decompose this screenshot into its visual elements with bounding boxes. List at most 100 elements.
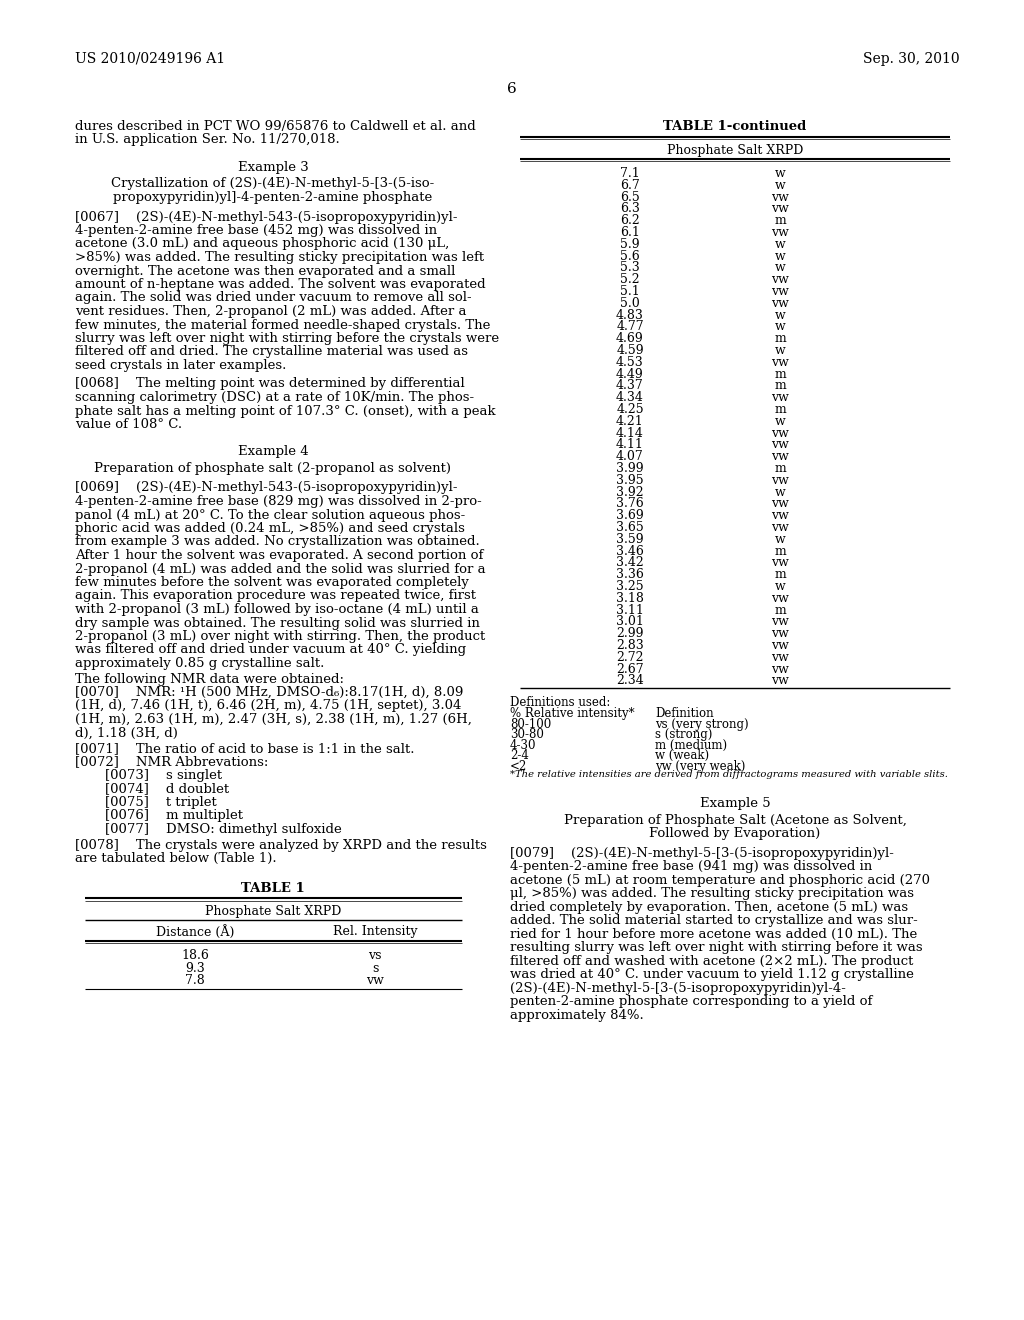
- Text: w (weak): w (weak): [655, 750, 710, 762]
- Text: 5.9: 5.9: [621, 238, 640, 251]
- Text: <2: <2: [510, 760, 527, 772]
- Text: μl, >85%) was added. The resulting sticky precipitation was: μl, >85%) was added. The resulting stick…: [510, 887, 914, 900]
- Text: 6.2: 6.2: [621, 214, 640, 227]
- Text: Example 5: Example 5: [699, 797, 770, 810]
- Text: 4.21: 4.21: [616, 414, 644, 428]
- Text: slurry was left over night with stirring before the crystals were: slurry was left over night with stirring…: [75, 333, 499, 345]
- Text: 3.36: 3.36: [616, 568, 644, 581]
- Text: are tabulated below (Table 1).: are tabulated below (Table 1).: [75, 851, 276, 865]
- Text: Definitions used:: Definitions used:: [510, 696, 610, 709]
- Text: 2-propanol (4 mL) was added and the solid was slurried for a: 2-propanol (4 mL) was added and the soli…: [75, 562, 485, 576]
- Text: vw: vw: [771, 202, 788, 215]
- Text: 6.3: 6.3: [621, 202, 640, 215]
- Text: % Relative intensity*: % Relative intensity*: [510, 708, 635, 721]
- Text: m (medium): m (medium): [655, 739, 727, 751]
- Text: m: m: [774, 568, 785, 581]
- Text: vw: vw: [771, 663, 788, 676]
- Text: with 2-propanol (3 mL) followed by iso-octane (4 mL) until a: with 2-propanol (3 mL) followed by iso-o…: [75, 603, 479, 616]
- Text: [0079]    (2S)-(4E)-N-methyl-5-[3-(5-isopropoxypyridin)yl-: [0079] (2S)-(4E)-N-methyl-5-[3-(5-isopro…: [510, 846, 894, 859]
- Text: Distance (Å): Distance (Å): [156, 925, 234, 939]
- Text: filtered off and washed with acetone (2×2 mL). The product: filtered off and washed with acetone (2×…: [510, 954, 913, 968]
- Text: 6: 6: [507, 82, 517, 96]
- Text: 18.6: 18.6: [181, 949, 209, 962]
- Text: (1H, m), 2.63 (1H, m), 2.47 (3H, s), 2.38 (1H, m), 1.27 (6H,: (1H, m), 2.63 (1H, m), 2.47 (3H, s), 2.3…: [75, 713, 472, 726]
- Text: US 2010/0249196 A1: US 2010/0249196 A1: [75, 51, 225, 66]
- Text: [0071]    The ratio of acid to base is 1:1 in the salt.: [0071] The ratio of acid to base is 1:1 …: [75, 742, 415, 755]
- Text: 4.59: 4.59: [616, 345, 644, 356]
- Text: 3.99: 3.99: [616, 462, 644, 475]
- Text: 2-4: 2-4: [510, 750, 528, 762]
- Text: vw: vw: [771, 591, 788, 605]
- Text: overnight. The acetone was then evaporated and a small: overnight. The acetone was then evaporat…: [75, 264, 456, 277]
- Text: vs: vs: [369, 949, 382, 962]
- Text: 9.3: 9.3: [185, 961, 205, 974]
- Text: from example 3 was added. No crystallization was obtained.: from example 3 was added. No crystalliza…: [75, 536, 480, 549]
- Text: 30-80: 30-80: [510, 729, 544, 742]
- Text: vw (very weak): vw (very weak): [655, 760, 745, 772]
- Text: Phosphate Salt XRPD: Phosphate Salt XRPD: [205, 906, 341, 919]
- Text: m: m: [774, 545, 785, 557]
- Text: d), 1.18 (3H, d): d), 1.18 (3H, d): [75, 726, 178, 739]
- Text: was filtered off and dried under vacuum at 40° C. yielding: was filtered off and dried under vacuum …: [75, 644, 466, 656]
- Text: m: m: [774, 603, 785, 616]
- Text: Crystallization of (2S)-(4E)-N-methyl-5-[3-(5-iso-: Crystallization of (2S)-(4E)-N-methyl-5-…: [112, 177, 434, 190]
- Text: phoric acid was added (0.24 mL, >85%) and seed crystals: phoric acid was added (0.24 mL, >85%) an…: [75, 521, 465, 535]
- Text: value of 108° C.: value of 108° C.: [75, 418, 182, 432]
- Text: 3.65: 3.65: [616, 521, 644, 535]
- Text: TABLE 1-continued: TABLE 1-continued: [664, 120, 807, 133]
- Text: w: w: [774, 168, 785, 180]
- Text: again. The solid was dried under vacuum to remove all sol-: again. The solid was dried under vacuum …: [75, 292, 472, 305]
- Text: acetone (5 mL) at room temperature and phosphoric acid (270: acetone (5 mL) at room temperature and p…: [510, 874, 930, 887]
- Text: 3.42: 3.42: [616, 557, 644, 569]
- Text: 5.3: 5.3: [621, 261, 640, 275]
- Text: Sep. 30, 2010: Sep. 30, 2010: [863, 51, 961, 66]
- Text: 3.76: 3.76: [616, 498, 644, 511]
- Text: 7.8: 7.8: [185, 974, 205, 987]
- Text: vw: vw: [771, 438, 788, 451]
- Text: After 1 hour the solvent was evaporated. A second portion of: After 1 hour the solvent was evaporated.…: [75, 549, 483, 562]
- Text: Example 3: Example 3: [238, 161, 308, 174]
- Text: w: w: [774, 321, 785, 334]
- Text: amount of n-heptane was added. The solvent was evaporated: amount of n-heptane was added. The solve…: [75, 279, 485, 290]
- Text: 3.46: 3.46: [616, 545, 644, 557]
- Text: w: w: [774, 345, 785, 356]
- Text: Followed by Evaporation): Followed by Evaporation): [649, 828, 820, 841]
- Text: added. The solid material started to crystallize and was slur-: added. The solid material started to cry…: [510, 915, 918, 927]
- Text: approximately 84%.: approximately 84%.: [510, 1008, 644, 1022]
- Text: Preparation of phosphate salt (2-propanol as solvent): Preparation of phosphate salt (2-propano…: [94, 462, 452, 475]
- Text: [0075]    t triplet: [0075] t triplet: [105, 796, 217, 809]
- Text: m: m: [774, 403, 785, 416]
- Text: w: w: [774, 309, 785, 322]
- Text: w: w: [774, 533, 785, 545]
- Text: TABLE 1: TABLE 1: [241, 882, 305, 895]
- Text: seed crystals in later examples.: seed crystals in later examples.: [75, 359, 287, 372]
- Text: vent residues. Then, 2-propanol (2 mL) was added. After a: vent residues. Then, 2-propanol (2 mL) w…: [75, 305, 467, 318]
- Text: m: m: [774, 367, 785, 380]
- Text: 4.34: 4.34: [616, 391, 644, 404]
- Text: 4.25: 4.25: [616, 403, 644, 416]
- Text: (1H, d), 7.46 (1H, t), 6.46 (2H, m), 4.75 (1H, septet), 3.04: (1H, d), 7.46 (1H, t), 6.46 (2H, m), 4.7…: [75, 700, 462, 713]
- Text: [0074]    d doublet: [0074] d doublet: [105, 783, 229, 796]
- Text: vw: vw: [771, 474, 788, 487]
- Text: m: m: [774, 379, 785, 392]
- Text: few minutes, the material formed needle-shaped crystals. The: few minutes, the material formed needle-…: [75, 318, 490, 331]
- Text: 4.37: 4.37: [616, 379, 644, 392]
- Text: 4.53: 4.53: [616, 356, 644, 368]
- Text: Definition: Definition: [655, 708, 714, 721]
- Text: propoxypyridin)yl]-4-penten-2-amine phosphate: propoxypyridin)yl]-4-penten-2-amine phos…: [114, 191, 432, 205]
- Text: vw: vw: [771, 615, 788, 628]
- Text: vw: vw: [771, 450, 788, 463]
- Text: s (strong): s (strong): [655, 729, 713, 742]
- Text: vw: vw: [771, 391, 788, 404]
- Text: 4-30: 4-30: [510, 739, 537, 751]
- Text: >85%) was added. The resulting sticky precipitation was left: >85%) was added. The resulting sticky pr…: [75, 251, 484, 264]
- Text: [0078]    The crystals were analyzed by XRPD and the results: [0078] The crystals were analyzed by XRP…: [75, 838, 486, 851]
- Text: [0072]    NMR Abbrevations:: [0072] NMR Abbrevations:: [75, 755, 268, 768]
- Text: 6.5: 6.5: [621, 190, 640, 203]
- Text: 4-penten-2-amine free base (941 mg) was dissolved in: 4-penten-2-amine free base (941 mg) was …: [510, 861, 872, 874]
- Text: w: w: [774, 486, 785, 499]
- Text: vw: vw: [771, 557, 788, 569]
- Text: dures described in PCT WO 99/65876 to Caldwell et al. and: dures described in PCT WO 99/65876 to Ca…: [75, 120, 476, 133]
- Text: [0069]    (2S)-(4E)-N-methyl-543-(5-isopropoxypyridin)yl-: [0069] (2S)-(4E)-N-methyl-543-(5-isoprop…: [75, 482, 458, 495]
- Text: 3.92: 3.92: [616, 486, 644, 499]
